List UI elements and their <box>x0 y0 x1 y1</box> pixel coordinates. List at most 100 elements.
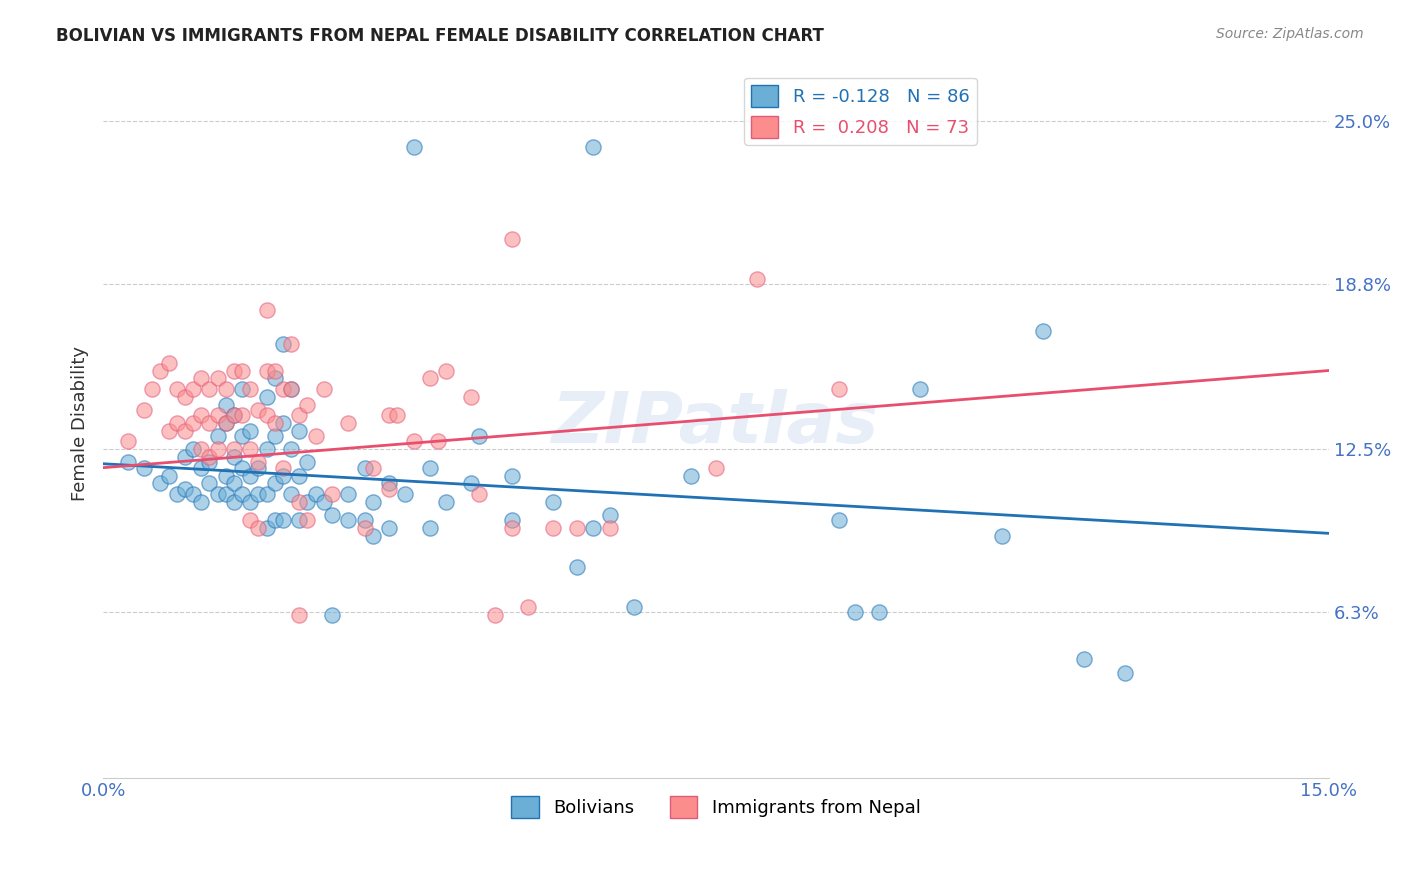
Point <box>181 382 204 396</box>
Text: BOLIVIAN VS IMMIGRANTS FROM NEPAL FEMALE DISABILITY CORRELATION CHART: BOLIVIAN VS IMMIGRANTS FROM NEPAL FEMALE… <box>56 27 824 45</box>
Point <box>419 521 441 535</box>
Point <box>297 513 319 527</box>
Point <box>166 487 188 501</box>
Point <box>231 363 253 377</box>
Point <box>173 482 195 496</box>
Point <box>599 521 621 535</box>
Point <box>231 460 253 475</box>
Point <box>222 476 245 491</box>
Point <box>582 521 605 535</box>
Point <box>304 487 326 501</box>
Point <box>173 450 195 465</box>
Point <box>297 398 319 412</box>
Point <box>297 495 319 509</box>
Point <box>427 434 450 449</box>
Point <box>468 429 491 443</box>
Point <box>280 382 302 396</box>
Point <box>190 495 212 509</box>
Point <box>271 337 294 351</box>
Point <box>271 513 294 527</box>
Point <box>198 416 221 430</box>
Point <box>207 371 229 385</box>
Point <box>222 408 245 422</box>
Point <box>288 408 311 422</box>
Point <box>256 408 278 422</box>
Point <box>288 495 311 509</box>
Point <box>378 521 401 535</box>
Point <box>231 429 253 443</box>
Point <box>361 495 384 509</box>
Point <box>149 363 172 377</box>
Point <box>501 513 523 527</box>
Point <box>460 476 482 491</box>
Point <box>501 521 523 535</box>
Point <box>271 468 294 483</box>
Point <box>288 607 311 622</box>
Point <box>541 495 564 509</box>
Point <box>132 460 155 475</box>
Point <box>361 529 384 543</box>
Point <box>501 468 523 483</box>
Point <box>190 371 212 385</box>
Point <box>304 429 326 443</box>
Point <box>215 382 238 396</box>
Point <box>157 356 180 370</box>
Point <box>991 529 1014 543</box>
Point <box>353 521 375 535</box>
Point <box>419 460 441 475</box>
Point <box>239 513 262 527</box>
Point <box>468 487 491 501</box>
Point <box>263 476 285 491</box>
Point <box>910 382 932 396</box>
Point <box>271 460 294 475</box>
Point <box>173 390 195 404</box>
Point <box>434 495 457 509</box>
Point <box>256 487 278 501</box>
Point <box>222 495 245 509</box>
Point <box>353 460 375 475</box>
Point <box>247 403 270 417</box>
Point <box>484 607 506 622</box>
Point <box>256 363 278 377</box>
Point <box>207 442 229 457</box>
Point <box>1114 665 1136 680</box>
Point <box>239 468 262 483</box>
Point <box>582 140 605 154</box>
Point <box>198 476 221 491</box>
Point <box>256 442 278 457</box>
Point <box>337 487 360 501</box>
Point <box>321 508 343 522</box>
Point <box>623 599 645 614</box>
Point <box>181 416 204 430</box>
Point <box>190 460 212 475</box>
Point <box>263 513 285 527</box>
Point <box>198 455 221 469</box>
Point <box>263 363 285 377</box>
Point <box>222 450 245 465</box>
Point <box>215 416 238 430</box>
Point <box>141 382 163 396</box>
Point <box>599 508 621 522</box>
Point <box>1073 652 1095 666</box>
Point <box>149 476 172 491</box>
Point <box>361 460 384 475</box>
Point <box>378 482 401 496</box>
Point <box>190 442 212 457</box>
Point <box>117 434 139 449</box>
Point <box>263 429 285 443</box>
Point <box>271 416 294 430</box>
Point <box>402 140 425 154</box>
Point <box>215 487 238 501</box>
Point <box>222 408 245 422</box>
Point <box>337 416 360 430</box>
Point <box>207 429 229 443</box>
Point <box>378 476 401 491</box>
Point <box>231 487 253 501</box>
Point <box>353 513 375 527</box>
Point <box>280 442 302 457</box>
Point <box>378 408 401 422</box>
Point <box>157 424 180 438</box>
Point <box>745 271 768 285</box>
Point <box>222 442 245 457</box>
Point <box>181 487 204 501</box>
